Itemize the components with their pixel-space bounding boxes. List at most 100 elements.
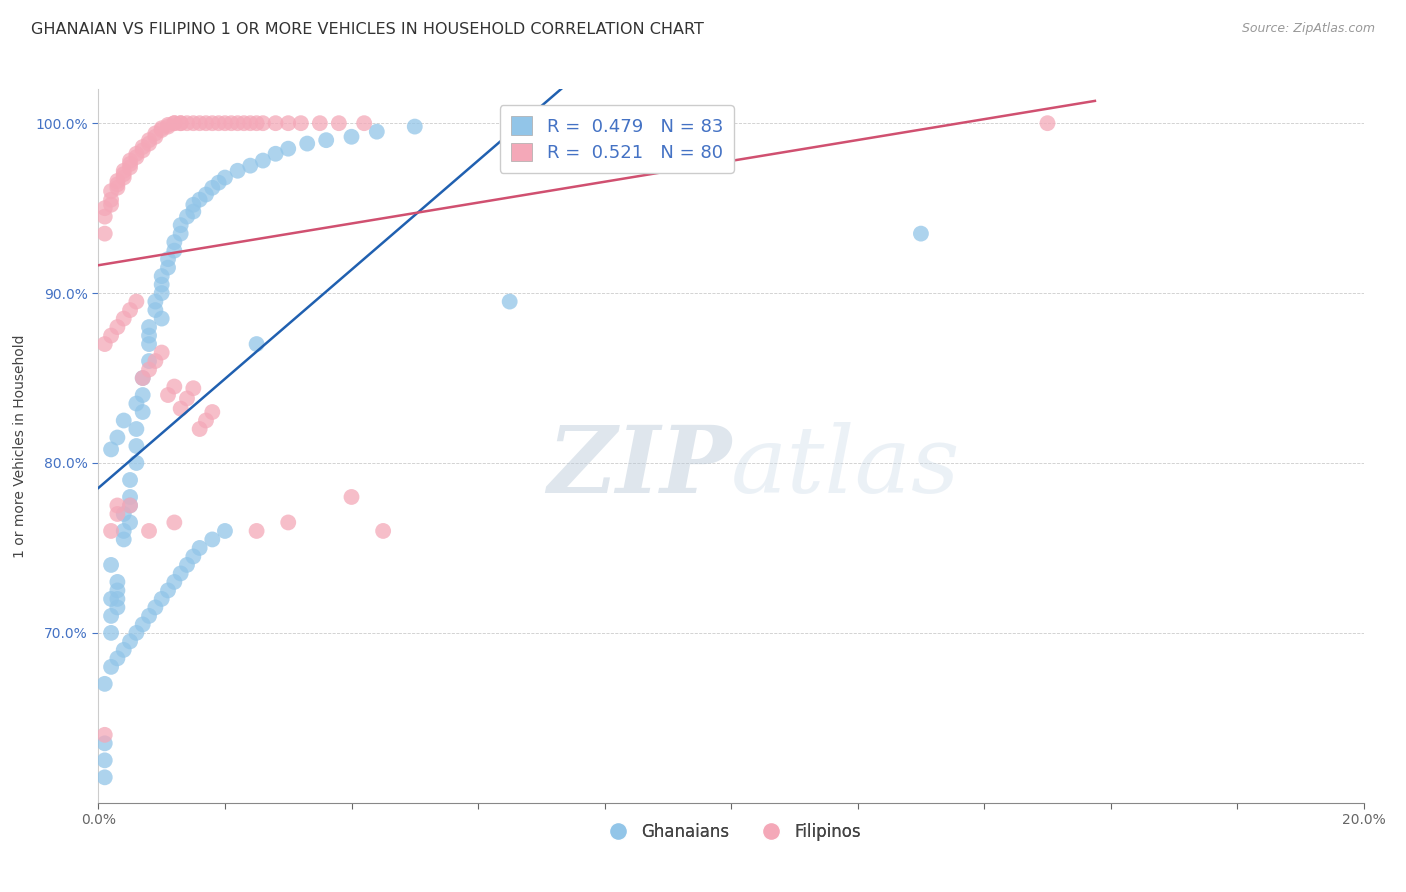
Point [125,294,148,309]
Point [112,643,135,657]
Point [132,371,155,385]
Point [138,328,160,343]
Point [112,507,135,521]
Point [125,150,148,164]
Point [328,116,350,130]
Point [93,201,117,215]
Point [169,566,191,581]
Point [93,736,117,750]
Point [188,422,211,436]
Point [163,116,186,130]
Point [404,120,426,134]
Point [120,161,141,175]
Point [145,303,166,318]
Point [132,371,155,385]
Point [194,116,218,130]
Point [107,180,129,194]
Point [100,328,122,343]
Point [169,401,191,416]
Point [120,157,141,171]
Point [201,180,224,194]
Point [145,129,166,144]
Point [201,116,224,130]
Point [138,320,160,334]
Point [163,116,186,130]
Point [233,116,256,130]
Point [93,227,117,241]
Point [226,116,249,130]
Point [169,227,191,241]
Point [246,337,269,351]
Point [290,116,312,130]
Point [120,634,141,648]
Point [120,499,141,513]
Point [138,362,160,376]
Point [125,146,148,161]
Point [107,174,129,188]
Point [120,490,141,504]
Point [107,583,129,598]
Point [194,413,218,427]
Point [214,170,236,185]
Point [371,524,394,538]
Text: atlas: atlas [731,423,960,512]
Point [264,116,287,130]
Point [125,422,148,436]
Point [93,728,117,742]
Point [188,193,211,207]
Point [353,116,375,130]
Legend: Ghanaians, Filipinos: Ghanaians, Filipinos [595,817,868,848]
Point [163,574,186,589]
Point [100,442,122,457]
Point [112,163,135,178]
Point [201,405,224,419]
Point [100,608,122,623]
Point [132,405,155,419]
Point [277,142,299,156]
Point [150,269,173,284]
Text: ZIP: ZIP [547,423,731,512]
Point [112,533,135,547]
Point [157,260,180,275]
Point [107,600,129,615]
Point [910,227,932,241]
Point [112,167,135,181]
Point [107,574,129,589]
Point [93,770,117,784]
Point [107,651,129,665]
Point [138,524,160,538]
Point [100,184,122,198]
Point [498,294,520,309]
Point [100,660,122,674]
Point [214,524,236,538]
Point [145,354,166,368]
Point [277,516,299,530]
Point [246,524,269,538]
Point [100,198,122,212]
Point [132,144,155,158]
Point [107,507,129,521]
Text: Source: ZipAtlas.com: Source: ZipAtlas.com [1241,22,1375,36]
Point [340,490,363,504]
Point [169,116,191,130]
Point [150,311,173,326]
Point [93,677,117,691]
Point [120,303,141,318]
Point [157,252,180,266]
Point [100,626,122,640]
Point [125,626,148,640]
Point [176,558,198,572]
Point [145,294,166,309]
Point [163,244,186,258]
Point [219,116,243,130]
Point [138,136,160,151]
Point [157,118,180,132]
Point [132,140,155,154]
Point [107,430,129,444]
Point [1036,116,1059,130]
Point [176,116,198,130]
Point [163,516,186,530]
Point [107,591,129,606]
Point [297,136,319,151]
Point [107,499,129,513]
